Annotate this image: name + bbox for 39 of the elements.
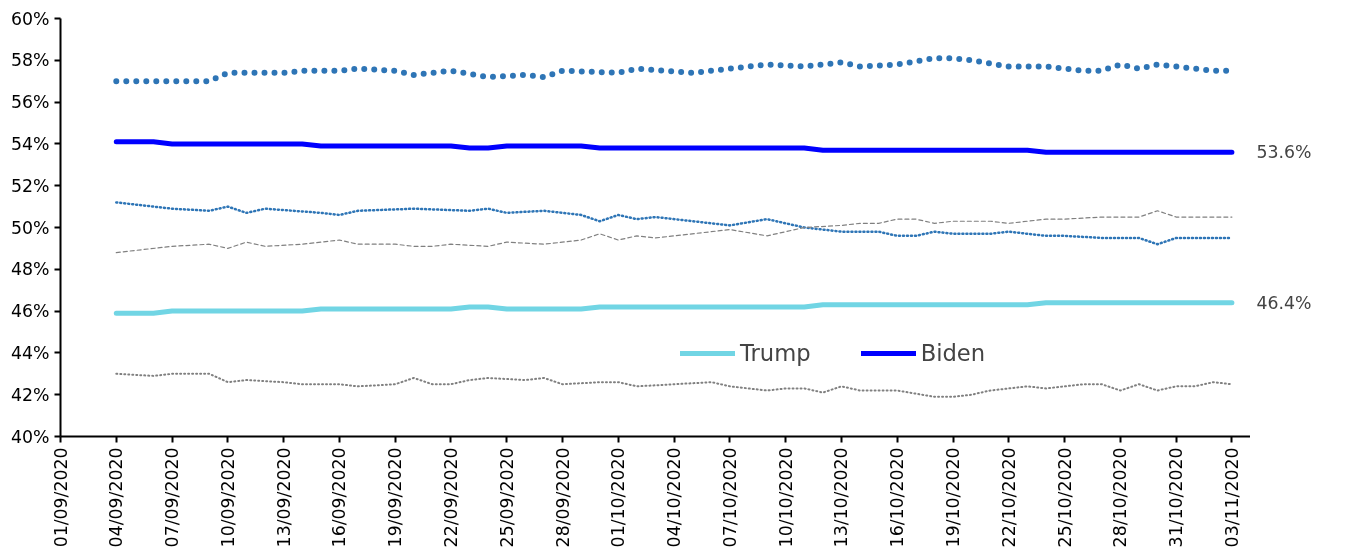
y-tick-label: 48% — [10, 259, 50, 280]
x-tick-label: 13/09/2020 — [273, 447, 294, 548]
line-series — [115, 372, 1233, 398]
x-tick-label: 25/09/2020 — [496, 447, 517, 548]
y-tick-label: 40% — [10, 426, 50, 447]
x-tick-label: 22/10/2020 — [998, 447, 1019, 548]
annotation: 53.6% — [1256, 142, 1312, 163]
x-tick-label: 31/10/2020 — [1166, 447, 1187, 548]
x-tick-label: 01/10/2020 — [608, 447, 629, 548]
x-tick-label: 28/10/2020 — [1110, 447, 1131, 548]
legend-label: Trump — [740, 340, 811, 366]
x-tick-label: 19/09/2020 — [385, 447, 406, 548]
legend-label: Biden — [920, 340, 986, 366]
line-series — [115, 210, 1233, 254]
y-tick-label: 42% — [10, 384, 50, 405]
x-tick-label: 04/10/2020 — [664, 447, 685, 548]
y-tick-label: 58% — [10, 50, 50, 71]
y-tick-label: 60% — [10, 8, 50, 29]
x-tick-label: 28/09/2020 — [552, 447, 573, 548]
x-tick-label: 25/10/2020 — [1054, 447, 1075, 548]
y-tick-label: 44% — [10, 342, 50, 363]
x-tick-label: 01/09/2020 — [50, 447, 71, 548]
x-tick-label: 16/10/2020 — [887, 447, 908, 548]
y-tick-label: 50% — [10, 217, 50, 238]
x-tick-label: 13/10/2020 — [831, 447, 852, 548]
x-tick-label: 03/11/2020 — [1221, 447, 1242, 548]
x-tick-label: 10/09/2020 — [217, 447, 238, 548]
y-tick-label: 52% — [10, 175, 50, 196]
x-tick-label: 16/09/2020 — [329, 447, 350, 548]
x-tick-label: 22/09/2020 — [440, 447, 461, 548]
y-tick-label: 46% — [10, 301, 50, 322]
annotation: 46.4% — [1256, 292, 1312, 313]
y-tick-label: 54% — [10, 133, 50, 154]
x-tick-label: 04/09/2020 — [106, 447, 127, 548]
x-tick-label: 10/10/2020 — [775, 447, 796, 548]
y-tick-label: 56% — [10, 92, 50, 113]
x-tick-label: 19/10/2020 — [943, 447, 963, 548]
x-tick-label: 07/09/2020 — [162, 447, 183, 548]
x-tick-label: 07/10/2020 — [719, 447, 740, 548]
